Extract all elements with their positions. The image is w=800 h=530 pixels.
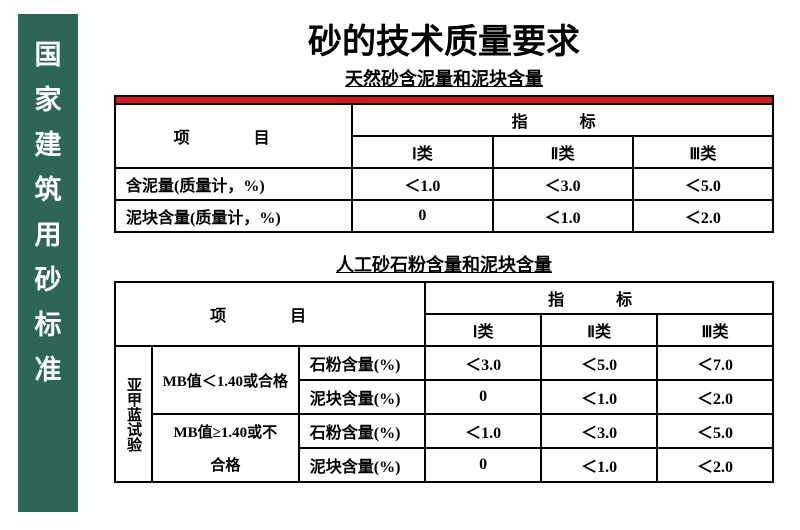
sidebar-char: 标 <box>35 312 62 339</box>
sidebar-char: 用 <box>35 222 62 249</box>
table1-col-zhibiao: 指 标 <box>352 104 773 136</box>
table1-class: Ⅰ类 <box>352 136 492 168</box>
table2-cell: ＜1.0 <box>425 414 541 448</box>
table1-cell: 0 <box>352 200 492 232</box>
table1-section: 天然砂含泥量和泥块含量 项 目 指 标 Ⅰ类 Ⅱ类 Ⅲ类 含泥量(质量计，%) … <box>114 65 774 233</box>
table2-mb-label: 合格 <box>152 448 299 482</box>
table2-col-item: 项 目 <box>115 282 425 346</box>
table2-row-label: 石粉含量(%) <box>299 346 425 380</box>
table1-row-label: 含泥量(质量计，%) <box>115 168 352 200</box>
table2-cell: 0 <box>425 448 541 482</box>
table2-class: Ⅱ类 <box>541 314 657 346</box>
sidebar-title-strip: 国 家 建 筑 用 砂 标 准 <box>18 14 78 512</box>
table2: 项 目 指 标 Ⅰ类 Ⅱ类 Ⅲ类 亚甲蓝试验 MB值＜1.40或合格 石粉含量(… <box>114 281 774 483</box>
table2-cell: 0 <box>425 380 541 414</box>
table-row: 合格 泥块含量(%) 0 ＜1.0 ＜2.0 <box>115 448 773 482</box>
table2-cell: ＜1.0 <box>541 448 657 482</box>
table2-cell: ＜3.0 <box>541 414 657 448</box>
sidebar-char: 家 <box>35 87 62 114</box>
table2-row-label: 石粉含量(%) <box>299 414 425 448</box>
table1-cell: ＜1.0 <box>493 200 633 232</box>
table1-row-label: 泥块含量(质量计，%) <box>115 200 352 232</box>
sidebar-char: 筑 <box>35 177 62 204</box>
table1-cell: ＜3.0 <box>493 168 633 200</box>
table2-class: Ⅰ类 <box>425 314 541 346</box>
table2-title: 人工砂石粉含量和泥块含量 <box>114 251 774 277</box>
main-content: 砂的技术质量要求 天然砂含泥量和泥块含量 项 目 指 标 Ⅰ类 Ⅱ类 Ⅲ类 含泥… <box>98 0 800 530</box>
table2-section: 人工砂石粉含量和泥块含量 项 目 指 标 Ⅰ类 Ⅱ类 Ⅲ类 亚甲蓝试验 MB值＜… <box>114 251 774 483</box>
table-row: 泥块含量(质量计，%) 0 ＜1.0 ＜2.0 <box>115 200 773 232</box>
table1-class: Ⅱ类 <box>493 136 633 168</box>
table2-side-label: 亚甲蓝试验 <box>115 346 152 482</box>
table1-redbar <box>114 95 774 103</box>
table2-cell: ＜2.0 <box>657 380 773 414</box>
table2-row-label: 泥块含量(%) <box>299 380 425 414</box>
table2-cell: ＜5.0 <box>657 414 773 448</box>
table1-col-item: 项 目 <box>115 104 352 168</box>
sidebar-char: 准 <box>35 357 62 384</box>
table2-cell: ＜3.0 <box>425 346 541 380</box>
table2-mb-label: MB值＜1.40或合格 <box>152 346 299 414</box>
table2-col-zhibiao: 指 标 <box>425 282 773 314</box>
table2-cell: ＜7.0 <box>657 346 773 380</box>
table2-row-label: 泥块含量(%) <box>299 448 425 482</box>
table1-cell: ＜1.0 <box>352 168 492 200</box>
table-row: 含泥量(质量计，%) ＜1.0 ＜3.0 ＜5.0 <box>115 168 773 200</box>
table-row: 项 目 指 标 <box>115 282 773 314</box>
table2-cell: ＜1.0 <box>541 380 657 414</box>
table1-title: 天然砂含泥量和泥块含量 <box>114 65 774 91</box>
table2-cell: ＜5.0 <box>541 346 657 380</box>
page-title: 砂的技术质量要求 <box>114 14 774 63</box>
table1-class: Ⅲ类 <box>633 136 773 168</box>
table1-cell: ＜5.0 <box>633 168 773 200</box>
table-row: MB值≥1.40或不 石粉含量(%) ＜1.0 ＜3.0 ＜5.0 <box>115 414 773 448</box>
table2-mb-label: MB值≥1.40或不 <box>152 414 299 448</box>
table-row: 项 目 指 标 <box>115 104 773 136</box>
table1: 项 目 指 标 Ⅰ类 Ⅱ类 Ⅲ类 含泥量(质量计，%) ＜1.0 ＜3.0 ＜5… <box>114 103 774 233</box>
table2-cell: ＜2.0 <box>657 448 773 482</box>
table-row: 亚甲蓝试验 MB值＜1.40或合格 石粉含量(%) ＜3.0 ＜5.0 ＜7.0 <box>115 346 773 380</box>
sidebar-char: 砂 <box>35 267 62 294</box>
table2-class: Ⅲ类 <box>657 314 773 346</box>
sidebar-char: 建 <box>35 132 62 159</box>
table1-cell: ＜2.0 <box>633 200 773 232</box>
sidebar-char: 国 <box>35 42 62 69</box>
